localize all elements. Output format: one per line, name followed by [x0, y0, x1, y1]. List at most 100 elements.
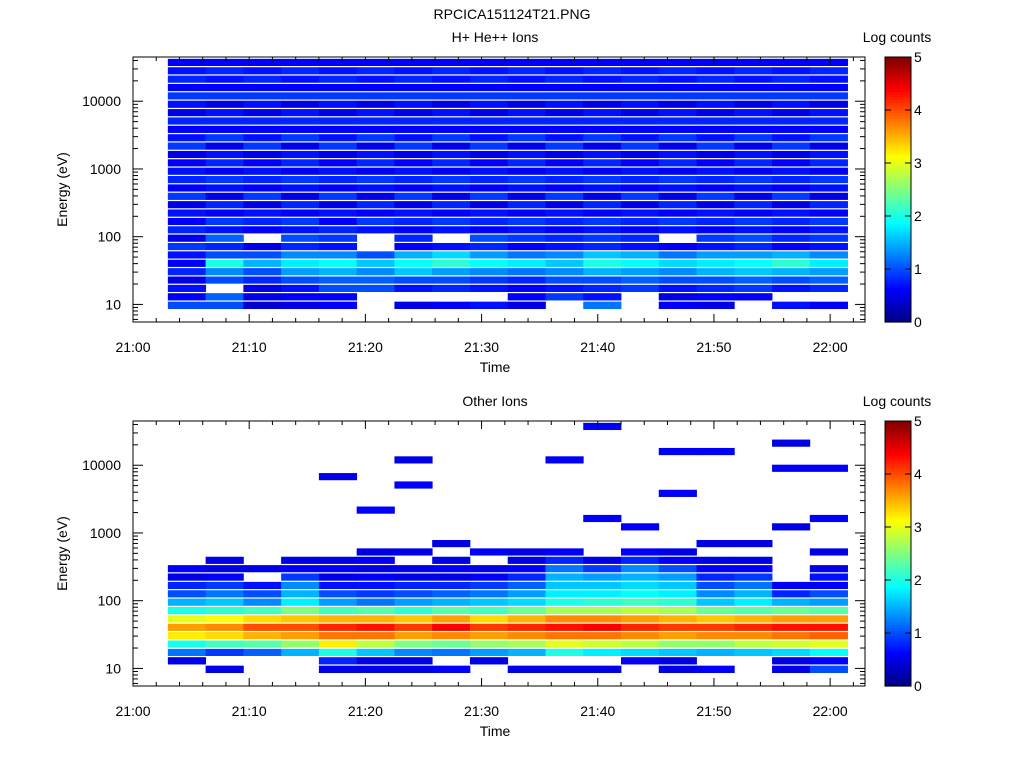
heatmap-cell [696, 648, 735, 656]
heatmap-cell [432, 540, 471, 548]
heatmap-cell [734, 142, 773, 150]
heatmap-cell [696, 447, 735, 456]
heatmap-cell [734, 100, 773, 108]
heatmap-cell [621, 100, 660, 108]
heatmap-cell [205, 217, 244, 226]
colorbar-segment [885, 458, 911, 462]
heatmap-cell [394, 251, 433, 259]
heatmap-cell [394, 192, 433, 200]
heatmap-cell [809, 464, 848, 472]
heatmap-cell [469, 657, 509, 665]
heatmap-cell [583, 125, 622, 133]
heatmap-cell [243, 259, 282, 267]
heatmap-cell [167, 134, 207, 142]
colorbar-segment [885, 91, 911, 95]
heatmap-cell [281, 201, 320, 209]
colorbar: 0 1 2 3 4 5 Log counts [863, 393, 932, 694]
colorbar-segment [885, 131, 911, 135]
colorbar-segment [885, 633, 911, 637]
colorbar-tick-label: 1 [914, 625, 922, 641]
heatmap-cell [167, 226, 207, 234]
heatmap-cell [469, 209, 509, 217]
colorbar-segment [885, 474, 911, 478]
heatmap-cell [469, 83, 509, 92]
heatmap-cell [658, 657, 697, 665]
heatmap-cell [205, 58, 244, 67]
heatmap-cell [658, 192, 697, 200]
colorbar-segment [885, 295, 911, 299]
heatmap-cell [356, 506, 395, 514]
heatmap-cell [318, 67, 358, 75]
heatmap-cell [772, 665, 811, 673]
heatmap-cell [507, 192, 546, 200]
heatmap-cell [658, 159, 697, 167]
colorbar-segment [885, 155, 911, 159]
heatmap-cell [394, 456, 433, 464]
colorbar-segment [885, 434, 911, 438]
colorbar-segment [885, 595, 911, 600]
heatmap-cell [507, 581, 546, 590]
heatmap-cell [809, 598, 848, 606]
heatmap-cell [734, 58, 773, 67]
colorbar-segment [885, 57, 911, 61]
heatmap-cell [281, 607, 320, 615]
heatmap-cell [356, 565, 395, 573]
colorbar-segment [885, 314, 911, 318]
heatmap-cell [809, 243, 848, 251]
heatmap-cell [621, 276, 660, 284]
heatmap-cell [205, 109, 244, 117]
heatmap-cell [809, 192, 848, 200]
heatmap-cell [356, 573, 395, 581]
heatmap-cell [583, 422, 622, 431]
heatmap-cell [281, 159, 320, 167]
heatmap-cell [583, 83, 622, 92]
heatmap-cell [281, 259, 320, 267]
heatmap-cell [507, 184, 546, 192]
heatmap-cell [658, 607, 697, 615]
heatmap-cell [658, 447, 697, 456]
heatmap-cell [545, 284, 584, 292]
heatmap-cell [696, 125, 735, 133]
heatmap-cell [243, 209, 282, 217]
heatmap-cell [507, 109, 546, 117]
heatmap-cell [621, 632, 660, 640]
colorbar-segment [885, 237, 911, 241]
colorbar-segment [885, 141, 911, 146]
heatmap-cell [734, 217, 773, 226]
heatmap-cell [469, 167, 509, 175]
heatmap-cell [621, 209, 660, 217]
heatmap-cell [507, 648, 546, 656]
heatmap-cell [583, 184, 622, 192]
x-tick-label: 21:30 [464, 703, 499, 719]
colorbar-segment [885, 110, 911, 114]
heatmap-cell [809, 301, 848, 309]
heatmap-cell [583, 109, 622, 117]
heatmap-cell [318, 209, 358, 217]
heatmap-cell [469, 607, 509, 615]
heatmap-cell [243, 159, 282, 167]
colorbar-segment [885, 609, 911, 613]
colorbar-segment [885, 590, 911, 594]
heatmap-cell [696, 134, 735, 142]
heatmap-cell [658, 648, 697, 656]
colorbar-segment [885, 617, 911, 621]
heatmap-cell [809, 150, 848, 159]
heatmap-cell [772, 125, 811, 133]
heatmap-cell [243, 58, 282, 67]
heatmap-cell [809, 268, 848, 276]
heatmap-cell [583, 176, 622, 184]
heatmap-cell [167, 243, 207, 251]
heatmap-cell [281, 573, 320, 581]
heatmap-cell [809, 514, 848, 523]
heatmap-cell [167, 142, 207, 150]
panel-title: H+ He++ Ions [452, 29, 539, 45]
heatmap-cell [243, 607, 282, 615]
heatmap-cell [356, 598, 395, 606]
colorbar-segment [885, 242, 911, 246]
heatmap-cell [318, 176, 358, 184]
heatmap-cell [167, 251, 207, 259]
heatmap-cell [809, 259, 848, 267]
heatmap-cell [772, 159, 811, 167]
heatmap-cell [318, 192, 358, 200]
heatmap-cell [545, 665, 584, 673]
